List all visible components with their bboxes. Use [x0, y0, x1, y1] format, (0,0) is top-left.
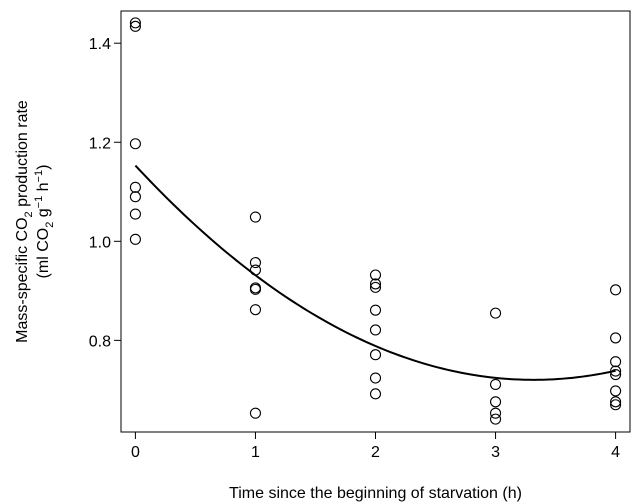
data-point — [249, 304, 262, 316]
data-point — [610, 368, 622, 381]
data-point — [129, 208, 141, 220]
x-tick-label: 1 — [251, 444, 260, 461]
data-point — [129, 138, 141, 150]
data-point — [249, 211, 262, 223]
data-point — [129, 17, 141, 29]
data-point — [369, 281, 382, 293]
x-tick-label: 4 — [611, 444, 620, 461]
data-point — [249, 257, 262, 269]
y-axis: 0.8 1.0 1.2 1.4 — [89, 36, 121, 350]
y-title-2-p4: ) — [35, 165, 52, 170]
data-point — [369, 269, 382, 281]
x-tick-label: 3 — [491, 444, 500, 461]
data-point — [610, 356, 622, 368]
data-point — [610, 332, 622, 344]
data-point — [489, 378, 502, 391]
data-point — [369, 278, 382, 290]
y-title-1-post: production rate — [14, 100, 31, 211]
y-title-2-p2: g — [35, 208, 52, 221]
data-point — [369, 304, 382, 316]
y-title-2-p1: (ml CO — [35, 228, 52, 279]
data-point — [489, 407, 502, 419]
y-tick-label: 0.8 — [89, 333, 111, 350]
x-axis-title: Time since the beginning of starvation (… — [229, 485, 522, 502]
data-point — [129, 181, 141, 193]
data-point — [610, 284, 622, 296]
data-point — [489, 413, 502, 425]
data-point — [369, 324, 382, 336]
data-point — [249, 283, 262, 295]
y-title-2-sub: 2 — [44, 222, 56, 228]
data-point — [129, 233, 141, 245]
y-tick-label: 1.4 — [89, 36, 111, 53]
data-point — [369, 372, 382, 384]
y-title-2-sup2: −1 — [33, 170, 45, 183]
y-title-1-pre: Mass-specific CO — [14, 217, 31, 342]
y-title-2-sup1: −1 — [33, 196, 45, 209]
data-points — [129, 17, 622, 425]
y-title-1-sub: 2 — [23, 211, 35, 217]
data-point — [610, 399, 622, 411]
data-point — [249, 407, 262, 419]
data-point — [129, 20, 141, 32]
data-point — [129, 191, 141, 203]
data-point — [489, 396, 502, 408]
data-point — [610, 385, 622, 397]
data-point — [369, 349, 382, 361]
y-axis-title-line1: Mass-specific CO2 production rate — [14, 100, 35, 343]
data-point — [610, 396, 622, 408]
data-point — [249, 264, 262, 276]
data-point — [489, 307, 502, 319]
data-point — [369, 388, 382, 400]
y-tick-label: 1.0 — [89, 234, 111, 251]
y-tick-label: 1.2 — [89, 135, 111, 152]
x-tick-label: 2 — [371, 444, 380, 461]
x-tick-label: 0 — [131, 444, 140, 461]
plot-frame — [120, 10, 631, 433]
x-axis: 0 1 2 3 4 — [131, 432, 620, 461]
data-point — [610, 365, 622, 377]
y-axis-title-line2: (ml CO2 g−1 h−1) — [33, 165, 56, 279]
fit-curve — [134, 164, 616, 381]
y-title-2-p3: h — [35, 182, 52, 195]
